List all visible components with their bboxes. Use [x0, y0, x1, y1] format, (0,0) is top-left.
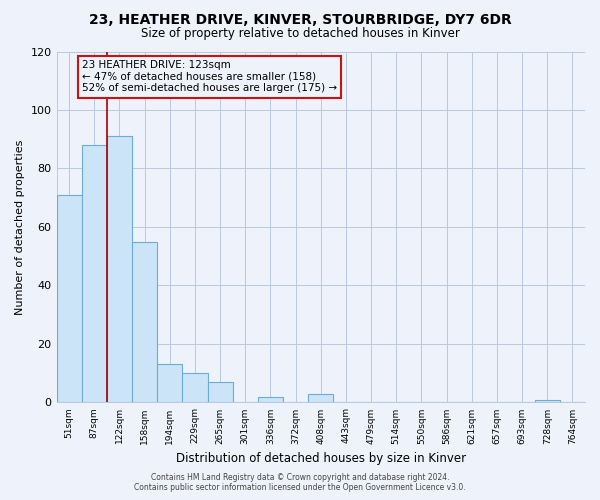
Text: 23, HEATHER DRIVE, KINVER, STOURBRIDGE, DY7 6DR: 23, HEATHER DRIVE, KINVER, STOURBRIDGE, …: [89, 12, 511, 26]
X-axis label: Distribution of detached houses by size in Kinver: Distribution of detached houses by size …: [176, 452, 466, 465]
Y-axis label: Number of detached properties: Number of detached properties: [15, 140, 25, 314]
Bar: [258, 396, 283, 402]
Bar: [157, 364, 182, 403]
Text: Contains HM Land Registry data © Crown copyright and database right 2024.
Contai: Contains HM Land Registry data © Crown c…: [134, 473, 466, 492]
Bar: [132, 242, 157, 402]
Bar: [182, 373, 208, 402]
Text: Size of property relative to detached houses in Kinver: Size of property relative to detached ho…: [140, 28, 460, 40]
Bar: [208, 382, 233, 402]
Bar: [535, 400, 560, 402]
Text: 23 HEATHER DRIVE: 123sqm
← 47% of detached houses are smaller (158)
52% of semi-: 23 HEATHER DRIVE: 123sqm ← 47% of detach…: [82, 60, 337, 94]
Bar: [107, 136, 132, 402]
Bar: [308, 394, 334, 402]
Bar: [56, 195, 82, 402]
Bar: [82, 145, 107, 403]
